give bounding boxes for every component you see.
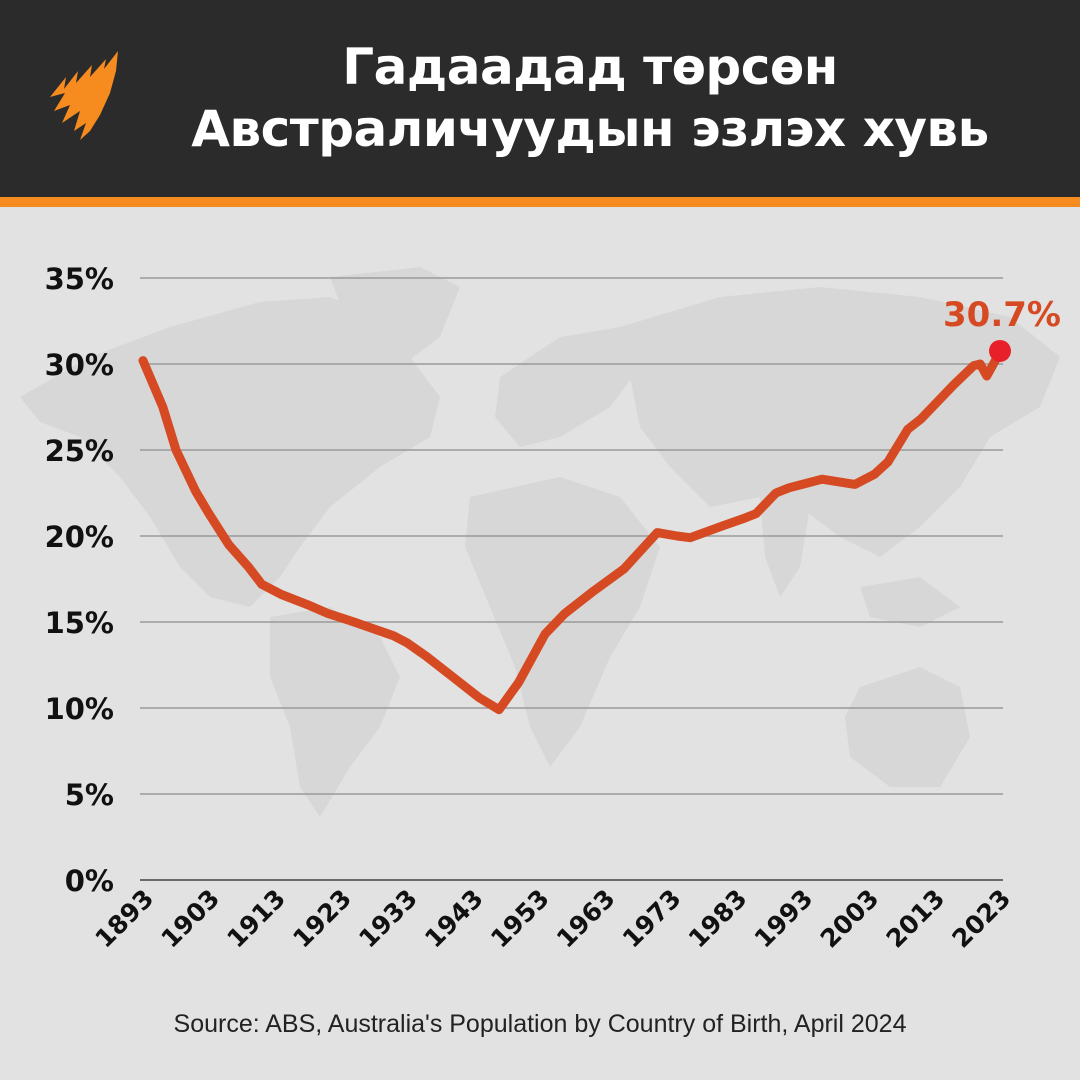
x-tick-label: 1943 (419, 884, 489, 954)
x-tick-label: 2003 (815, 884, 885, 954)
y-tick-label: 35% (45, 262, 114, 296)
y-axis-tick-labels: 0% 5% 10% 15% 20% 25% 30% 35% (45, 262, 114, 898)
y-tick-label: 30% (45, 348, 114, 382)
x-tick-label: 2023 (947, 884, 1017, 954)
title-line-2: Австраличуудын эзлэх хувь (191, 100, 989, 158)
x-tick-label: 1903 (155, 884, 225, 954)
y-tick-label: 5% (65, 778, 114, 812)
y-tick-label: 15% (45, 606, 114, 640)
y-gridlines (140, 277, 1003, 881)
y-tick-label: 20% (45, 520, 114, 554)
x-tick-label: 1953 (485, 884, 555, 954)
x-tick-label: 1973 (617, 884, 687, 954)
y-tick-label: 25% (45, 434, 114, 468)
x-tick-label: 1993 (749, 884, 819, 954)
sbs-flame-logo-icon (50, 51, 118, 140)
world-map-background (20, 267, 1060, 817)
header-banner: Гадаадад төрсөн Австраличуудын эзлэх хув… (0, 0, 1080, 197)
x-tick-label: 1963 (551, 884, 621, 954)
x-tick-label: 1933 (353, 884, 423, 954)
header-accent-bar (0, 197, 1080, 207)
source-note: Source: ABS, Australia's Population by C… (173, 1010, 907, 1038)
x-tick-label: 1923 (287, 884, 357, 954)
endpoint-marker (989, 339, 1011, 362)
x-tick-label: 2013 (881, 884, 951, 954)
title-line-1: Гадаадад төрсөн (342, 38, 838, 96)
x-tick-label: 1983 (683, 884, 753, 954)
y-tick-label: 0% (65, 864, 114, 898)
y-tick-label: 10% (45, 692, 114, 726)
x-tick-label: 1913 (221, 884, 291, 954)
chart-title: Гадаадад төрсөн Австраличуудын эзлэх хув… (150, 36, 1030, 160)
x-axis-tick-labels: 1893190319131923193319431953196319731983… (90, 884, 1017, 954)
endpoint-value-label: 30.7% (943, 295, 1061, 335)
series-line (138, 347, 1005, 715)
